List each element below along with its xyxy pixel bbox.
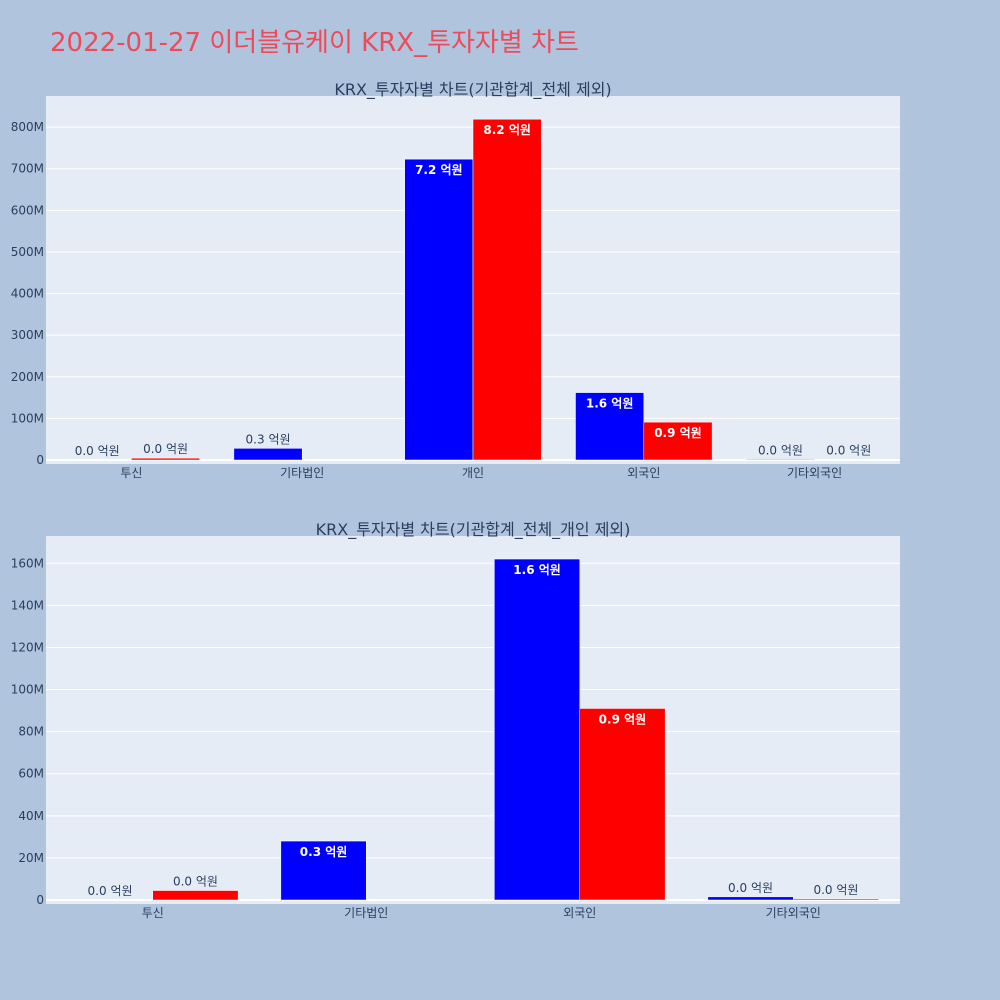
chart-title: KRX_투자자별 차트(기관합계_전체_개인 제외) xyxy=(316,520,631,540)
y-tick-label: 300M xyxy=(11,328,44,342)
y-tick-label: 600M xyxy=(11,203,44,217)
bar xyxy=(494,558,581,901)
bar xyxy=(404,158,474,461)
y-tick-label: 100M xyxy=(11,411,44,425)
y-tick-label: 40M xyxy=(18,809,44,823)
data-label: 0.0 억원 xyxy=(728,881,773,895)
data-label: 0.9 억원 xyxy=(654,426,702,440)
bar xyxy=(472,118,542,461)
data-label: 0.0 억원 xyxy=(88,884,133,898)
x-tick-label: 기타법인 xyxy=(280,466,324,480)
x-tick-label: 기타법인 xyxy=(344,906,388,920)
data-label: 0.0 억원 xyxy=(143,442,188,456)
data-label: 0.3 억원 xyxy=(246,432,291,446)
y-tick-label: 20M xyxy=(18,851,44,865)
y-tick-label: 80M xyxy=(18,725,44,739)
x-tick-label: 기타외국인 xyxy=(766,906,821,920)
bar xyxy=(131,457,200,461)
y-tick-label: 200M xyxy=(11,370,44,384)
y-tick-label: 700M xyxy=(11,162,44,176)
bar xyxy=(643,421,713,461)
y-tick-label: 140M xyxy=(11,598,44,612)
y-tick-label: 500M xyxy=(11,245,44,259)
y-tick-label: 60M xyxy=(18,767,44,781)
data-label: 1.6 억원 xyxy=(513,563,561,577)
chart-krx-investor-all: 0 100M 200M 300M 400M 500M 600M 700M 800M KRX_투자자… xyxy=(11,80,900,480)
data-label: 0.3 억원 xyxy=(300,845,348,859)
y-tick-label: 800M xyxy=(11,120,44,134)
x-tick-label: 외국인 xyxy=(563,906,596,920)
data-label: 7.2 억원 xyxy=(415,163,463,177)
bar xyxy=(579,708,666,901)
bar xyxy=(152,890,239,901)
data-label: 0.0 억원 xyxy=(826,444,871,458)
bar xyxy=(575,392,645,461)
bar xyxy=(233,448,303,461)
bar xyxy=(707,896,794,901)
page-title: 2022-01-27 이더블유케이 KRX_투자자별 차트 xyxy=(50,28,579,58)
data-label: 0.9 억원 xyxy=(599,712,647,726)
data-label: 1.6 억원 xyxy=(586,397,634,411)
data-label: 8.2 억원 xyxy=(483,123,531,137)
x-tick-label: 투신 xyxy=(120,466,142,480)
y-tick-label: 0 xyxy=(36,893,44,907)
data-label: 0.0 억원 xyxy=(813,883,858,897)
y-tick-label: 0 xyxy=(36,453,44,467)
plot-area xyxy=(46,536,900,904)
chart-title: KRX_투자자별 차트(기관합계_전체 제외) xyxy=(334,80,611,100)
y-tick-label: 120M xyxy=(11,640,44,654)
x-tick-label: 기타외국인 xyxy=(787,466,842,480)
y-tick-label: 400M xyxy=(11,287,44,301)
bar xyxy=(280,840,367,901)
y-tick-label: 100M xyxy=(11,683,44,697)
x-tick-label: 외국인 xyxy=(627,466,660,480)
bar xyxy=(793,898,879,901)
data-label: 0.0 억원 xyxy=(75,444,120,458)
x-tick-label: 개인 xyxy=(462,466,484,480)
y-tick-label: 160M xyxy=(11,556,44,570)
data-label: 0.0 억원 xyxy=(758,443,803,457)
x-tick-label: 투신 xyxy=(142,906,164,920)
data-label: 0.0 억원 xyxy=(173,875,218,889)
